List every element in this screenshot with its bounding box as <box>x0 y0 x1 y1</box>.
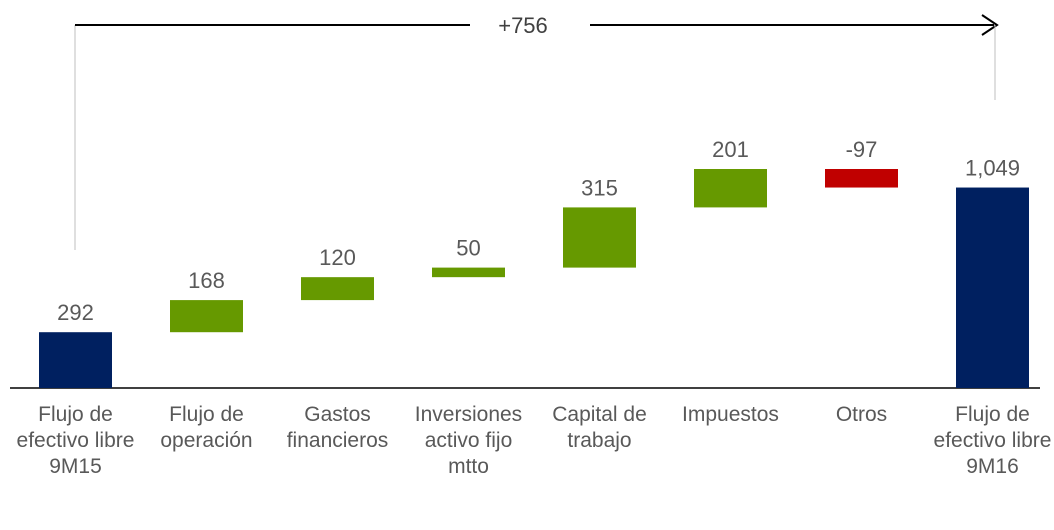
bar <box>170 300 243 333</box>
value-label: 120 <box>319 245 356 270</box>
bar <box>39 332 112 388</box>
value-label: 315 <box>581 175 618 200</box>
bar <box>956 187 1029 388</box>
value-label: 50 <box>456 236 480 261</box>
x-tick-label: Inversiones activo fijo mtto <box>414 403 523 478</box>
x-tick-label: Otros <box>835 403 888 426</box>
bar <box>432 267 505 278</box>
bar <box>694 169 767 208</box>
x-tick-label: Flujo de operación <box>160 403 253 452</box>
x-tick-label: Capital de trabajo <box>552 403 647 452</box>
value-label: 201 <box>712 137 749 162</box>
bar <box>301 277 374 301</box>
value-label: 168 <box>188 268 225 293</box>
annotation: +756 <box>498 13 548 38</box>
value-label: 1,049 <box>965 156 1020 181</box>
x-tick-label: Impuestos <box>682 403 779 426</box>
x-tick-label: Flujo de efectivo libre 9M16 <box>933 403 1052 478</box>
value-label: 292 <box>57 300 94 325</box>
annotation-arrowhead <box>981 14 999 36</box>
x-tick-label: Gastos financieros <box>286 403 389 452</box>
bar <box>825 169 898 188</box>
value-label: -97 <box>846 137 878 162</box>
x-tick-label: Flujo de efectivo libre 9M15 <box>16 403 135 478</box>
bar <box>563 207 636 268</box>
